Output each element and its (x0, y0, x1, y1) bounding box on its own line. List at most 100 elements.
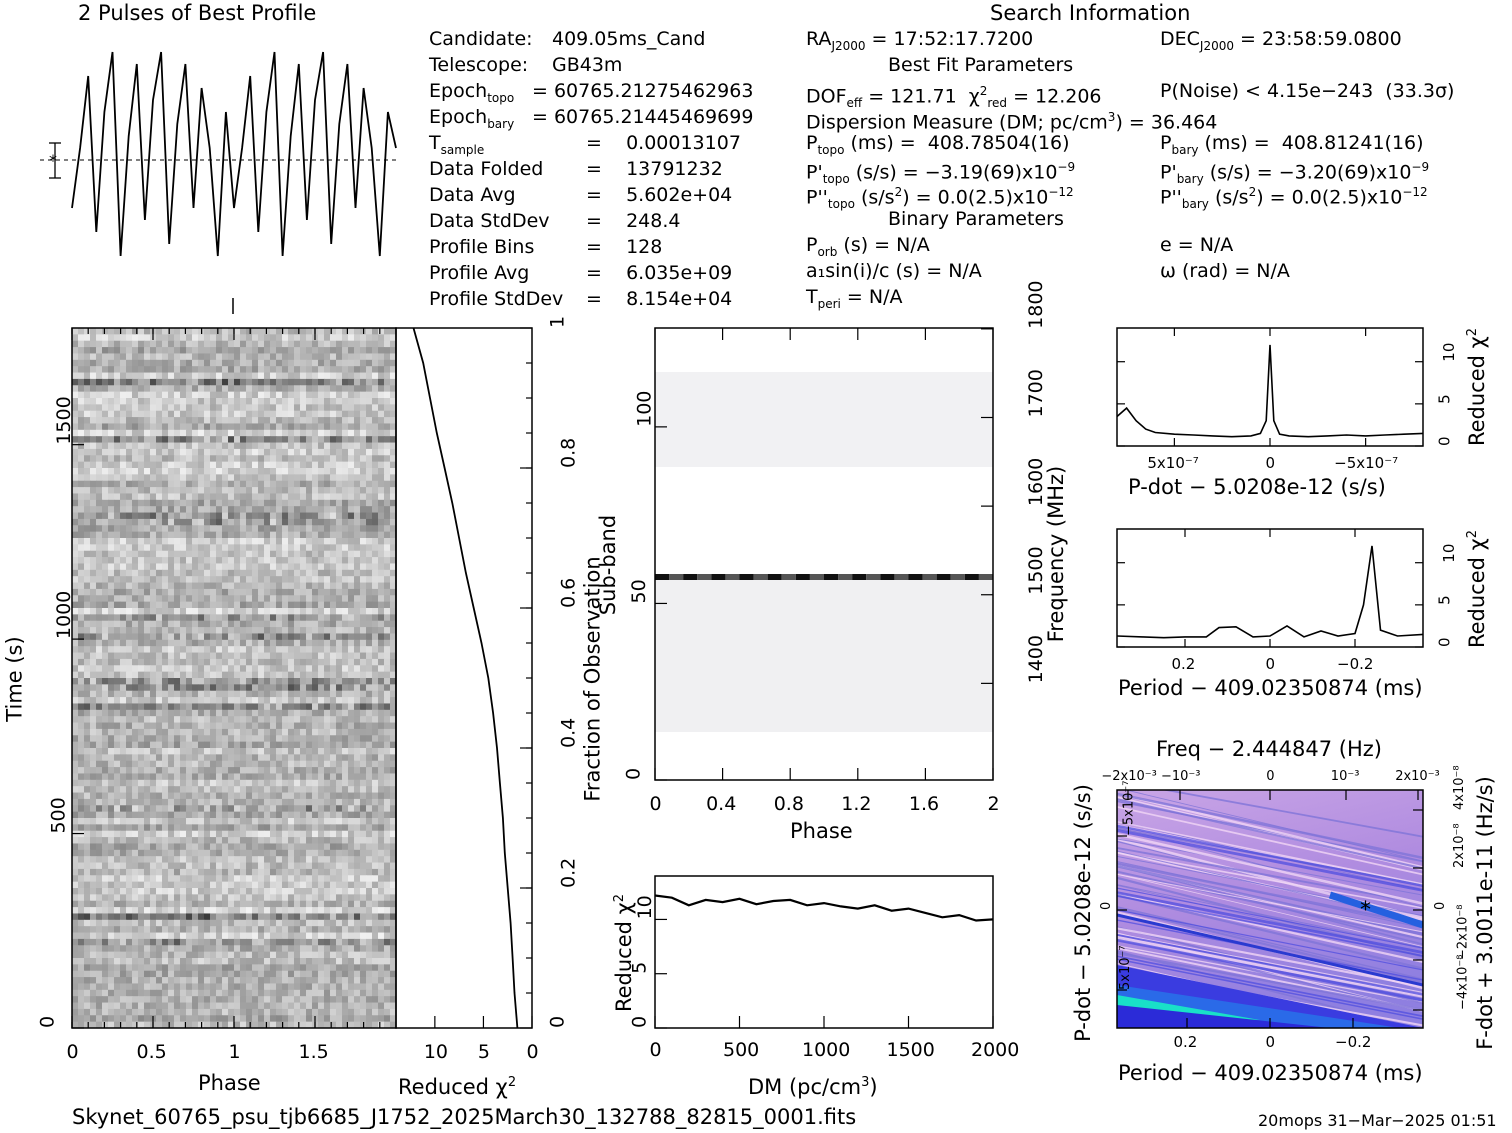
small-xtick: −5x10⁻⁷ (1334, 454, 1398, 472)
tp-xtick: 1 (229, 1041, 241, 1063)
info-key: Tsample (429, 132, 485, 157)
footer-filename: Skynet_60765_psu_tjb6685_J1752_2025March… (72, 1105, 857, 1129)
info-value: = 6.035e+09 (586, 262, 733, 284)
tp-ytick: 500 (48, 797, 70, 833)
info-key: Profile Avg (429, 262, 530, 284)
subband-ylabel: Sub-band (596, 514, 621, 616)
pp-ytick: 5x10⁻⁷ (1118, 945, 1133, 990)
dof-text: DOFeff = 121.71 χ2red = 12.206 (806, 84, 1102, 111)
info-value: = 60765.21275462963 (532, 80, 754, 102)
chi-time-ytick: 0.8 (558, 438, 580, 468)
small-ytick: 0 (1436, 637, 1454, 647)
small-ytick: 10 (1440, 343, 1458, 362)
pp-ylabel2: F-dot + 3.0011e-11 (Hz/s) (1472, 776, 1497, 1050)
chi-time-ytick: 0.2 (558, 858, 580, 888)
pp-y2tick: 4x10⁻⁸ (1452, 765, 1467, 810)
info-value: = 0.00013107 (586, 132, 741, 154)
info-key: Profile Bins (429, 236, 535, 258)
small-xtick: 0 (1266, 454, 1276, 472)
dm-text: Dispersion Measure (DM; pc/cm3) = 36.464 (806, 110, 1218, 134)
tp-ytick: 0 (37, 1016, 59, 1028)
info-key: Candidate: (429, 28, 533, 50)
chi-time-line (412, 327, 519, 1029)
ra-text: RAJ2000 = 17:52:17.7200 (806, 28, 1034, 53)
tp-ylabel: Time (s) (2, 636, 27, 722)
subband-band-upper (655, 372, 993, 467)
subband-xtick: 0.8 (774, 793, 804, 815)
profile-title: 2 Pulses of Best Profile (78, 1, 317, 25)
pddbary-text: P''bary (s/s2) = 0.0(2.5)x10−12 (1160, 185, 1428, 212)
pp-xlabel: Period − 409.02350874 (ms) (1118, 1061, 1423, 1085)
subband-xtick: 0.4 (706, 793, 736, 815)
subband-band-lower (655, 580, 993, 732)
pp-y2tick: −4x10⁻⁸ (1456, 955, 1471, 1010)
info-value: GB43m (552, 54, 623, 76)
pdtopo-text: P'topo (s/s) = −3.19(69)x10−9 (806, 160, 1076, 187)
dm-xtick: 1000 (802, 1039, 850, 1061)
chi-time-ytick: 0.6 (558, 578, 580, 608)
tp-xtick: 0 (67, 1041, 79, 1063)
chi-time-ytick: 1 (547, 316, 569, 328)
pp-toptick: 10⁻³ (1331, 769, 1360, 784)
chi-time-ytick: 0 (547, 1016, 569, 1028)
small-ytick: 5 (1436, 394, 1454, 404)
pp-y2tick: −2x10⁻⁸ (1456, 905, 1471, 960)
binary-title: Binary Parameters (888, 208, 1064, 230)
pnoise-text: P(Noise) < 4.15e−243 (33.3σ) (1160, 80, 1455, 102)
best-fit-title: Best Fit Parameters (888, 54, 1074, 76)
subband-xtick: 1.2 (841, 793, 871, 815)
pdot-ylabel: Reduced χ2 (1465, 327, 1490, 447)
info-key: Data Folded (429, 158, 544, 180)
dm-line (654, 894, 994, 922)
subband-plot: 0 0.4 0.8 1.2 1.6 2 0 50 100 1400 1500 1600 1700 1800 (623, 281, 1048, 815)
tperi-text: Tperi = N/A (806, 286, 903, 311)
info-key: Telescope: (429, 54, 529, 76)
period-chi-plot: 0.2 0 −0.2 0 5 10 (1116, 528, 1458, 673)
dm-xtick: 0 (650, 1039, 662, 1061)
small-xtick: 5x10⁻⁷ (1147, 454, 1198, 472)
chi-time-plot: 10 5 0 0 0.2 0.4 0.6 0.8 1 (395, 316, 580, 1063)
pp-best-marker: * (1360, 898, 1371, 923)
search-info-title: Search Information (990, 1, 1191, 25)
subband-y2tick: 1400 (1025, 635, 1047, 683)
pp-title: Freq − 2.444847 (Hz) (1156, 737, 1382, 761)
dm-ytick: 0 (629, 1016, 651, 1028)
tp-ytick: 1000 (53, 591, 75, 639)
info-key: Data Avg (429, 184, 516, 206)
small-ytick: 0 (1436, 436, 1454, 446)
subband-ytick: 0 (623, 768, 645, 780)
chi-time-xlabel: Reduced χ2 (398, 1075, 517, 1099)
profile-errorbar: * (49, 142, 61, 179)
pp-y2tick: 0 (1433, 902, 1448, 910)
info-key: Epochbary (429, 106, 515, 131)
dec-text: DECJ2000 = 23:58:59.0800 (1160, 28, 1402, 53)
pp-ytick: −5x10⁻⁷ (1122, 781, 1137, 836)
porb-text: Porb (s) = N/A (806, 234, 930, 259)
pbary-text: Pbary (ms) = 408.81241(16) (1160, 132, 1424, 157)
profile-plot: * (40, 51, 397, 257)
ptopo-text: Ptopo (ms) = 408.78504(16) (806, 132, 1070, 157)
tp-ytick: 1500 (53, 396, 75, 444)
dm-xtick: 500 (723, 1039, 759, 1061)
period-pdot-plot: * 0.2 0 −0.2 −2x10⁻³ −10⁻³ 0 10⁻³ 2x10⁻³ −5x10⁻⁷… (1099, 765, 1471, 1051)
chi-time-xtick: 5 (478, 1041, 490, 1063)
profile-line (71, 51, 397, 257)
subband-xlabel: Phase (790, 819, 853, 843)
subband-xtick: 1.6 (909, 793, 939, 815)
pddtopo-text: P''topo (s/s2) = 0.0(2.5)x10−12 (806, 185, 1074, 212)
omega-text: ω (rad) = N/A (1160, 260, 1290, 282)
pp-xtick: 0.2 (1174, 1033, 1198, 1051)
dm-plot: 0 500 1000 1500 2000 0 5 10 (629, 875, 1019, 1061)
pp-peak-streak (1328, 891, 1423, 929)
pp-toptick: 0 (1266, 769, 1274, 784)
info-value: = 8.154e+04 (586, 288, 733, 310)
subband-y2tick: 1500 (1025, 546, 1047, 594)
subband-y2tick: 1700 (1025, 369, 1047, 417)
chi-time-xtick: 0 (527, 1041, 539, 1063)
dm-xtick: 1500 (887, 1039, 935, 1061)
tp-xtick: 1.5 (299, 1041, 329, 1063)
pp-toptick: −2x10⁻³ (1101, 769, 1156, 784)
svg-text:*: * (49, 151, 57, 170)
pdot-chi-plot: 5x10⁻⁷ 0 −5x10⁻⁷ 0 5 10 (1116, 327, 1458, 472)
